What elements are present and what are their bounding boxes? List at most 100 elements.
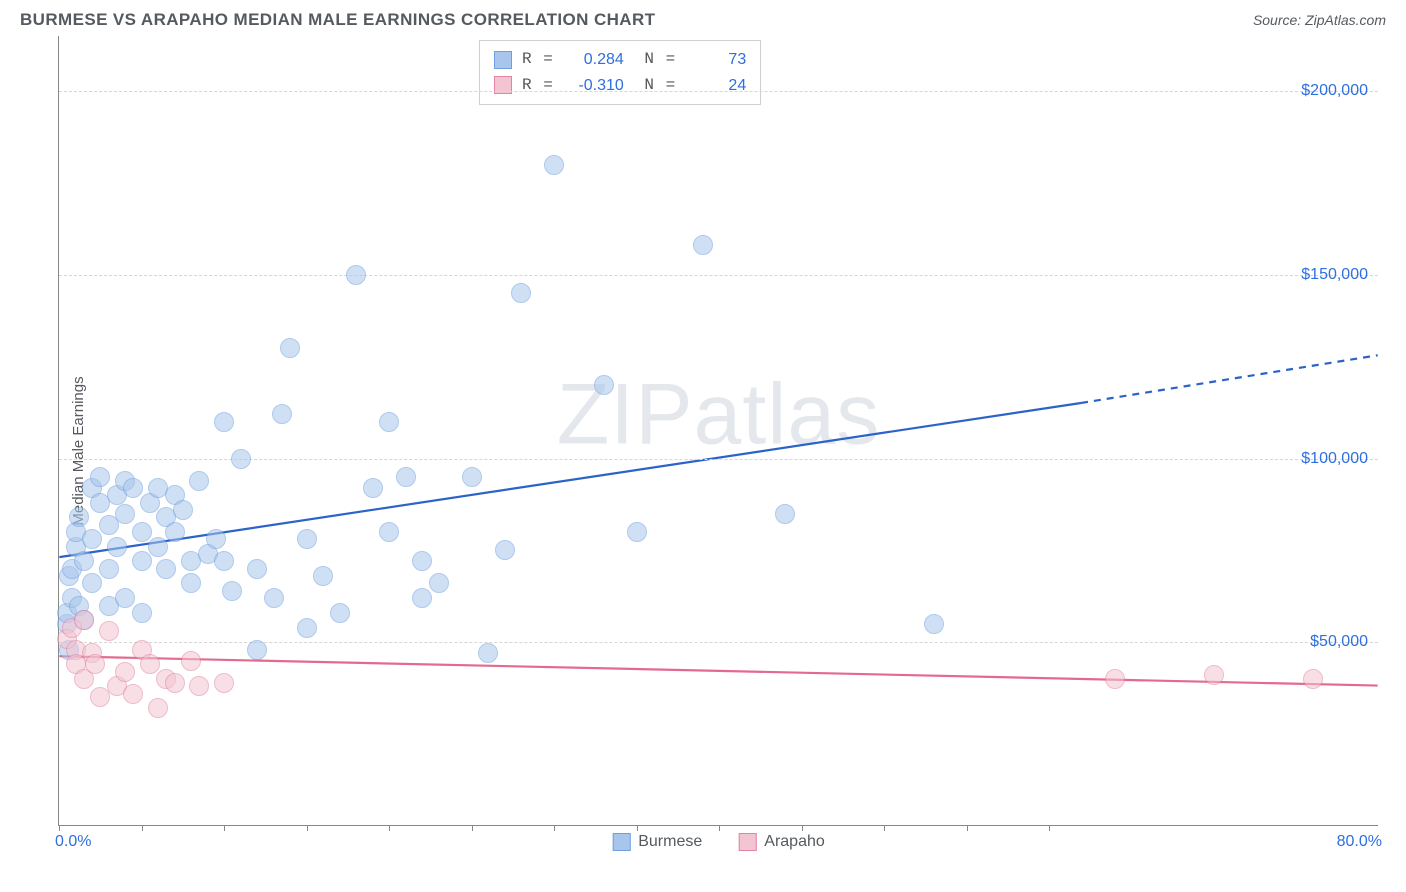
chart-title: BURMESE VS ARAPAHO MEDIAN MALE EARNINGS …	[20, 10, 655, 30]
data-point	[115, 588, 135, 608]
data-point	[429, 573, 449, 593]
n-value-burmese: 73	[686, 47, 746, 73]
data-point	[693, 235, 713, 255]
data-point	[495, 540, 515, 560]
x-axis-max-label: 80.0%	[1337, 833, 1382, 851]
x-tick-mark	[142, 825, 143, 831]
n-label: N =	[634, 47, 676, 73]
data-point	[140, 654, 160, 674]
x-tick-mark	[967, 825, 968, 831]
data-point	[313, 566, 333, 586]
n-value-arapaho: 24	[686, 73, 746, 99]
data-point	[189, 676, 209, 696]
data-point	[173, 500, 193, 520]
correlation-stats-box: R = 0.284 N = 73 R = -0.310 N = 24	[479, 40, 761, 105]
legend-item-arapaho: Arapaho	[738, 833, 825, 851]
gridline	[59, 459, 1378, 460]
data-point	[132, 551, 152, 571]
chart-container: Median Male Earnings ZIPatlas R = 0.284 …	[10, 36, 1396, 866]
data-point	[165, 522, 185, 542]
data-point	[627, 522, 647, 542]
data-point	[412, 551, 432, 571]
data-point	[74, 610, 94, 630]
data-point	[594, 375, 614, 395]
data-point	[346, 265, 366, 285]
data-point	[181, 573, 201, 593]
data-point	[115, 504, 135, 524]
data-point	[1303, 669, 1323, 689]
data-point	[396, 467, 416, 487]
x-tick-mark	[802, 825, 803, 831]
y-tick-label: $200,000	[1301, 82, 1368, 100]
r-value-burmese: 0.284	[564, 47, 624, 73]
data-point	[107, 537, 127, 557]
legend-swatch-burmese-icon	[612, 833, 630, 851]
data-point	[165, 673, 185, 693]
x-tick-mark	[554, 825, 555, 831]
data-point	[297, 618, 317, 638]
x-tick-mark	[637, 825, 638, 831]
data-point	[85, 654, 105, 674]
swatch-burmese-icon	[494, 51, 512, 69]
x-tick-mark	[59, 825, 60, 831]
data-point	[478, 643, 498, 663]
data-point	[99, 621, 119, 641]
data-point	[247, 559, 267, 579]
data-point	[297, 529, 317, 549]
data-point	[99, 559, 119, 579]
data-point	[189, 471, 209, 491]
data-point	[214, 551, 234, 571]
legend-label-arapaho: Arapaho	[764, 833, 825, 851]
data-point	[69, 507, 89, 527]
data-point	[123, 684, 143, 704]
r-label: R =	[522, 47, 554, 73]
r-label: R =	[522, 73, 554, 99]
plot-area: ZIPatlas R = 0.284 N = 73 R = -0.310 N =…	[58, 36, 1378, 826]
data-point	[363, 478, 383, 498]
data-point	[330, 603, 350, 623]
data-point	[1204, 665, 1224, 685]
data-point	[214, 673, 234, 693]
n-label: N =	[634, 73, 676, 99]
data-point	[280, 338, 300, 358]
gridline	[59, 275, 1378, 276]
x-tick-mark	[884, 825, 885, 831]
data-point	[206, 529, 226, 549]
x-tick-mark	[472, 825, 473, 831]
x-tick-mark	[1049, 825, 1050, 831]
data-point	[544, 155, 564, 175]
legend-item-burmese: Burmese	[612, 833, 702, 851]
x-tick-mark	[224, 825, 225, 831]
data-point	[82, 529, 102, 549]
data-point	[1105, 669, 1125, 689]
data-point	[74, 551, 94, 571]
data-point	[222, 581, 242, 601]
stats-row-burmese: R = 0.284 N = 73	[494, 47, 746, 73]
x-tick-mark	[307, 825, 308, 831]
chart-header: BURMESE VS ARAPAHO MEDIAN MALE EARNINGS …	[10, 10, 1396, 36]
x-tick-mark	[389, 825, 390, 831]
data-point	[775, 504, 795, 524]
y-tick-label: $100,000	[1301, 450, 1368, 468]
data-point	[264, 588, 284, 608]
data-point	[156, 559, 176, 579]
chart-source: Source: ZipAtlas.com	[1253, 12, 1386, 28]
data-point	[82, 573, 102, 593]
data-point	[132, 603, 152, 623]
data-point	[231, 449, 251, 469]
data-point	[123, 478, 143, 498]
trend-lines-svg	[59, 36, 1378, 825]
stats-row-arapaho: R = -0.310 N = 24	[494, 73, 746, 99]
y-tick-label: $150,000	[1301, 266, 1368, 284]
data-point	[115, 662, 135, 682]
data-point	[214, 412, 234, 432]
data-point	[272, 404, 292, 424]
legend-swatch-arapaho-icon	[738, 833, 756, 851]
data-point	[412, 588, 432, 608]
data-point	[148, 698, 168, 718]
data-point	[511, 283, 531, 303]
x-tick-mark	[719, 825, 720, 831]
r-value-arapaho: -0.310	[564, 73, 624, 99]
chart-legend: Burmese Arapaho	[612, 833, 825, 851]
data-point	[379, 522, 399, 542]
